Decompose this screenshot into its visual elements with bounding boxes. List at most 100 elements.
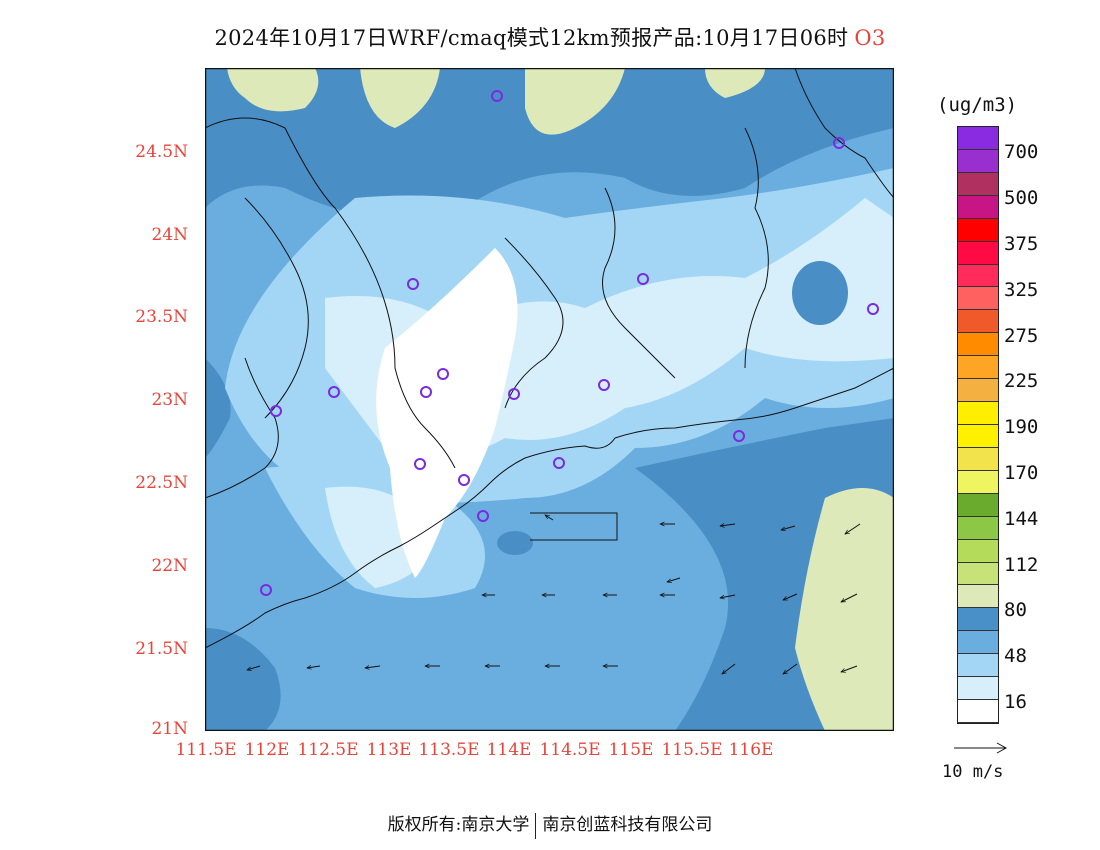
lat-tick-label: 24N <box>151 225 188 245</box>
colorbar-label: 500 <box>1004 187 1039 209</box>
colorbar-segment <box>958 654 998 678</box>
station-marker <box>260 584 272 596</box>
field-dark-spot <box>792 261 848 325</box>
field-high-nw <box>227 68 319 112</box>
station-marker <box>598 379 610 391</box>
colorbar-segment <box>958 608 998 632</box>
colorbar-label: 275 <box>1004 325 1039 347</box>
wind-vector <box>545 515 554 521</box>
species-label: O3 <box>854 26 886 50</box>
colorbar-label: 225 <box>1004 370 1039 392</box>
reference-vector-arrow <box>954 742 1008 754</box>
lon-tick-label: 111.5E <box>175 740 237 760</box>
colorbar-segment <box>958 631 998 655</box>
wind-vector <box>720 524 736 526</box>
wind-vector <box>783 593 798 601</box>
colorbar-segment <box>958 195 998 219</box>
colorbar-segment <box>958 424 998 448</box>
colorbar-label: 48 <box>1004 645 1027 667</box>
wind-vector <box>365 666 381 668</box>
lat-tick-label: 21.5N <box>135 639 188 659</box>
colorbar-label: 700 <box>1004 141 1039 163</box>
footer-divider <box>535 812 537 839</box>
lat-tick-label: 22N <box>151 556 188 576</box>
boundary-inner-1 <box>244 197 309 419</box>
field-dark-west <box>205 358 231 458</box>
station-markers <box>260 90 879 596</box>
lat-tick-label: 23.5N <box>135 307 188 327</box>
station-marker <box>508 388 520 400</box>
colorbar-label: 375 <box>1004 233 1039 255</box>
wind-vector <box>667 577 681 582</box>
boundary-coast <box>205 367 894 649</box>
colorbar-label: 112 <box>1004 554 1039 576</box>
field-high-se <box>795 488 894 731</box>
lon-tick-label: 116E <box>728 740 774 760</box>
station-marker <box>867 303 879 315</box>
wind-vector <box>845 523 861 534</box>
map-border <box>205 68 894 731</box>
colorbar-segment <box>958 470 998 494</box>
colorbar-segment <box>958 402 998 425</box>
station-marker <box>477 510 489 522</box>
lat-tick-label: 24.5N <box>135 142 188 162</box>
colorbar-segment <box>958 241 998 265</box>
colorbar-segment <box>958 287 998 311</box>
copyright-owner: 版权所有:南京大学 <box>387 815 530 835</box>
lon-tick-label: 115.5E <box>661 740 723 760</box>
station-marker <box>733 430 745 442</box>
station-marker <box>833 137 845 149</box>
lon-tick-label: 114.5E <box>539 740 601 760</box>
colorbar-segment <box>958 493 998 517</box>
colorbar-segment <box>958 585 998 609</box>
colorbar-label: 16 <box>1004 691 1027 713</box>
field-high-ne <box>705 68 765 98</box>
field-white-core <box>376 248 518 578</box>
station-marker <box>553 457 565 469</box>
wind-vector <box>247 665 261 670</box>
station-marker <box>407 278 419 290</box>
station-marker <box>437 368 449 380</box>
station-marker <box>270 405 282 417</box>
colorbar-segment <box>958 172 998 196</box>
colorbar-label: 190 <box>1004 416 1039 438</box>
reference-vector-label: 10 m/s <box>942 762 1004 782</box>
colorbar-segment <box>958 562 998 586</box>
wind-vector <box>307 666 321 668</box>
colorbar-label: 325 <box>1004 279 1039 301</box>
boundary-inner-3 <box>602 187 676 379</box>
boundary-hk <box>530 512 618 541</box>
boundary-inner-2 <box>504 237 564 409</box>
colorbar-segment <box>958 539 998 563</box>
colorbar-unit: (ug/m3) <box>937 94 1018 116</box>
colorbar-segment <box>958 333 998 357</box>
lon-tick-label: 113.5E <box>418 740 480 760</box>
wind-vector <box>781 525 796 530</box>
field-dark-southwest <box>205 628 281 731</box>
lon-tick-label: 115E <box>608 740 654 760</box>
colorbar-segment <box>958 149 998 173</box>
boundary-east <box>794 68 894 199</box>
field-dark-spot-coast <box>497 531 533 555</box>
colorbar-segment <box>958 218 998 242</box>
lat-tick-label: 21N <box>151 719 188 739</box>
boundary-inner-4 <box>744 127 769 369</box>
field-high-north2 <box>525 68 625 135</box>
colorbar-label: 144 <box>1004 508 1039 530</box>
colorbar-segment <box>958 310 998 334</box>
colorbar-segment <box>958 516 998 540</box>
station-marker <box>420 386 432 398</box>
wind-vector <box>720 594 736 598</box>
colorbar-label: 170 <box>1004 462 1039 484</box>
colorbar-label: 80 <box>1004 599 1027 621</box>
colorbar-segment <box>958 700 998 723</box>
copyright-partner: 南京创蓝科技有限公司 <box>542 815 713 835</box>
colorbar-segment <box>958 127 998 150</box>
lon-tick-label: 113E <box>366 740 412 760</box>
wind-vectors <box>247 515 861 674</box>
lat-tick-label: 22.5N <box>135 473 188 493</box>
wind-vector <box>841 593 858 603</box>
station-marker <box>328 386 340 398</box>
colorbar <box>957 126 999 724</box>
copyright-footer: 版权所有:南京大学 南京创蓝科技有限公司 <box>0 810 1100 839</box>
